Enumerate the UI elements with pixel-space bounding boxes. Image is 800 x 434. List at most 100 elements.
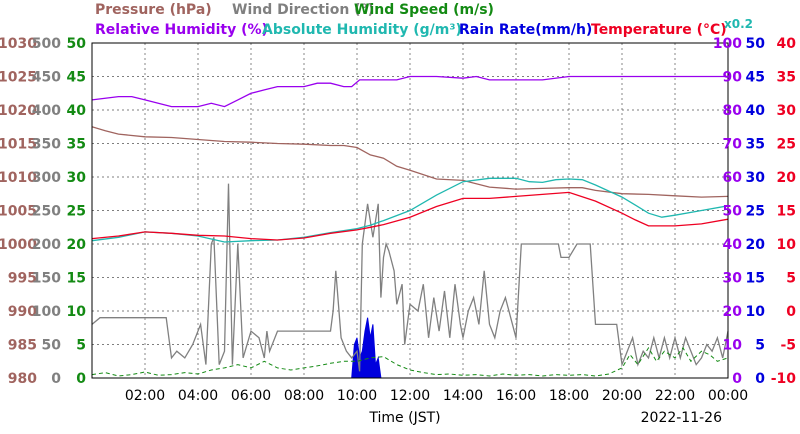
tick-temperature: 35 bbox=[777, 70, 796, 86]
date-label: 2022-11-26 bbox=[641, 410, 722, 426]
tick-rain-rate: 35 bbox=[746, 137, 765, 153]
tick-relative-humidity: 40 bbox=[723, 237, 743, 253]
legend-absolute-humidity-g-m: Absolute Humidity (g/m³) bbox=[262, 22, 462, 38]
x-tick-label: 00:00 bbox=[708, 388, 748, 404]
grid-lines bbox=[92, 43, 728, 378]
tick-wind-speed: 45 bbox=[67, 70, 86, 86]
series-pressure bbox=[91, 126, 729, 198]
tick-wind-speed: 35 bbox=[67, 137, 86, 153]
tick-temperature: 30 bbox=[777, 103, 797, 119]
tick-temperature: -10 bbox=[771, 371, 797, 387]
legend-rain-rate-mm-h: Rain Rate(mm/h) bbox=[459, 22, 592, 38]
tick-relative-humidity: 70 bbox=[723, 137, 743, 153]
x-tick-label: 08:00 bbox=[284, 388, 324, 404]
series-wind-direction bbox=[91, 183, 729, 372]
series-layer bbox=[91, 75, 729, 379]
tick-pressure: 1010 bbox=[0, 170, 37, 186]
legend-relative-humidity: Relative Humidity (%) bbox=[95, 22, 268, 38]
tick-rain-rate: 5 bbox=[755, 338, 765, 354]
tick-wind-direction: 100 bbox=[32, 304, 61, 320]
axis-labels: 9809859909951000100510101015102010251030… bbox=[0, 36, 796, 387]
legend-row-2: Relative Humidity (%)Absolute Humidity (… bbox=[95, 22, 727, 38]
x-tick-label: 12:00 bbox=[390, 388, 430, 404]
tick-relative-humidity: 50 bbox=[723, 204, 743, 220]
x-tick-label: 14:00 bbox=[443, 388, 483, 404]
tick-temperature: 10 bbox=[777, 237, 797, 253]
series-wind-speed bbox=[91, 346, 729, 377]
tick-wind-direction: 450 bbox=[32, 70, 61, 86]
series-absolute-humidity bbox=[91, 177, 729, 243]
tick-pressure: 980 bbox=[8, 371, 37, 387]
tick-wind-speed: 5 bbox=[76, 338, 86, 354]
tick-wind-speed: 40 bbox=[67, 103, 87, 119]
x-tick-label: 04:00 bbox=[178, 388, 218, 404]
tick-wind-direction: 300 bbox=[32, 170, 61, 186]
tick-temperature: 25 bbox=[777, 137, 796, 153]
tick-rain-rate: 10 bbox=[746, 304, 766, 320]
x-tick-label: 02:00 bbox=[125, 388, 165, 404]
tick-temperature: 20 bbox=[777, 170, 797, 186]
tick-pressure: 1005 bbox=[0, 204, 37, 220]
series-temperature bbox=[91, 191, 729, 241]
legend-temperature-c: Temperature (°C) bbox=[591, 22, 727, 38]
tick-wind-speed: 25 bbox=[67, 204, 86, 220]
tick-rain-rate: 25 bbox=[746, 204, 765, 220]
tick-pressure: 995 bbox=[8, 271, 37, 287]
tick-pressure: 1030 bbox=[0, 36, 37, 52]
series-relative-humidity bbox=[91, 75, 728, 108]
tick-pressure: 1025 bbox=[0, 70, 37, 86]
tick-wind-speed: 20 bbox=[67, 237, 87, 253]
tick-rain-rate: 40 bbox=[746, 103, 766, 119]
tick-relative-humidity: 90 bbox=[723, 70, 743, 86]
tick-rain-rate: 20 bbox=[746, 237, 766, 253]
legend-row-1: Pressure (hPa) Wind Direction (°)Wind Spe… bbox=[95, 2, 494, 18]
tick-wind-speed: 0 bbox=[76, 371, 86, 387]
x-tick-label: 16:00 bbox=[496, 388, 536, 404]
tick-temperature: 15 bbox=[777, 204, 796, 220]
x-tick-label: 10:00 bbox=[337, 388, 377, 404]
tick-relative-humidity: 20 bbox=[723, 304, 743, 320]
tick-relative-humidity: 60 bbox=[723, 170, 743, 186]
tick-pressure: 990 bbox=[8, 304, 37, 320]
x-tick-label: 22:00 bbox=[655, 388, 695, 404]
tick-pressure: 1015 bbox=[0, 137, 37, 153]
tick-wind-speed: 15 bbox=[67, 271, 86, 287]
tick-rain-rate: 50 bbox=[746, 36, 766, 52]
tick-relative-humidity: 10 bbox=[723, 338, 743, 354]
x-tick-label: 20:00 bbox=[602, 388, 642, 404]
tick-temperature: 40 bbox=[777, 36, 797, 52]
tick-pressure: 1000 bbox=[0, 237, 37, 253]
series-rain-rate bbox=[351, 317, 382, 379]
tick-temperature: -5 bbox=[780, 338, 796, 354]
tick-rain-rate: 0 bbox=[755, 371, 765, 387]
tick-wind-direction: 50 bbox=[42, 338, 62, 354]
tick-wind-speed: 30 bbox=[67, 170, 87, 186]
tick-wind-direction: 500 bbox=[32, 36, 61, 52]
tick-temperature: 5 bbox=[786, 271, 796, 287]
tick-rain-rate: 15 bbox=[746, 271, 765, 287]
tick-wind-direction: 0 bbox=[51, 371, 61, 387]
tick-relative-humidity: 30 bbox=[723, 271, 743, 287]
tick-pressure: 985 bbox=[8, 338, 37, 354]
tick-relative-humidity: 80 bbox=[723, 103, 743, 119]
tick-wind-direction: 400 bbox=[32, 103, 61, 119]
tick-wind-speed: 50 bbox=[67, 36, 87, 52]
legend-pressure-hpa: Pressure (hPa) bbox=[95, 2, 212, 18]
tick-rain-rate: 30 bbox=[746, 170, 766, 186]
tick-wind-direction: 200 bbox=[32, 237, 61, 253]
x-tick-label: 18:00 bbox=[549, 388, 589, 404]
tick-wind-direction: 350 bbox=[32, 137, 61, 153]
scale-note-label: x0.2 bbox=[724, 17, 753, 31]
legend-wind-direction: Wind Direction (°) bbox=[232, 2, 374, 18]
tick-relative-humidity: 100 bbox=[713, 36, 742, 52]
plot-frame bbox=[91, 42, 729, 379]
legend-wind-speed-m-s: Wind Speed (m/s) bbox=[354, 2, 494, 18]
tick-wind-speed: 10 bbox=[67, 304, 87, 320]
tick-relative-humidity: 0 bbox=[732, 371, 742, 387]
tick-wind-direction: 250 bbox=[32, 204, 61, 220]
x-axis-label: Time (JST) bbox=[368, 410, 440, 426]
x-tick-label: 06:00 bbox=[231, 388, 271, 404]
tick-temperature: 0 bbox=[786, 304, 796, 320]
x-axis-ticks: 02:00 04:00 06:00 08:00 10:00 12:00 14:00 16:00… bbox=[125, 388, 748, 404]
